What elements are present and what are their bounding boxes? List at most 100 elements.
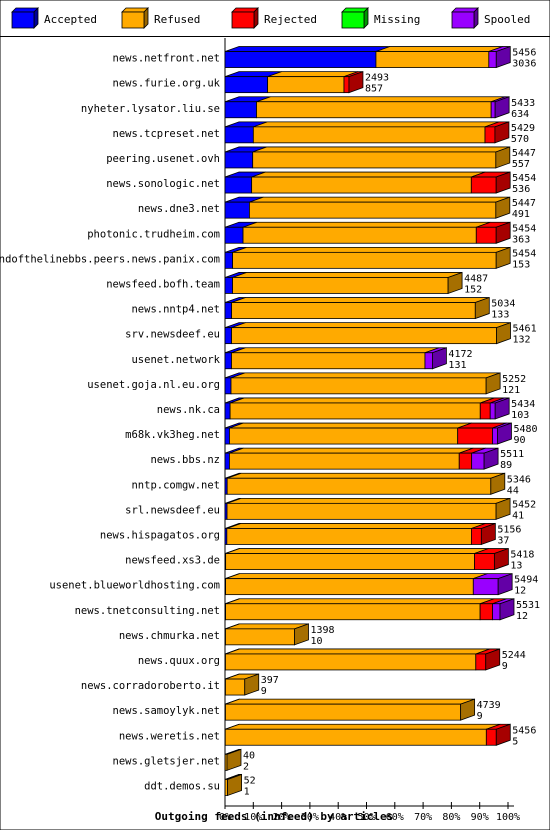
- bar-segment-accepted: [224, 277, 233, 294]
- row-name-label: news.gletsjer.net: [113, 755, 220, 767]
- bar-segment-rejected: [479, 402, 491, 420]
- row-name-label: news.tnetconsulting.net: [75, 605, 220, 617]
- row-name-label: srv.newsdeef.eu: [125, 329, 220, 341]
- row-accepted-label: 9: [477, 711, 483, 722]
- row-accepted-label: 90: [513, 435, 525, 446]
- bar-row: [224, 96, 510, 119]
- row-name-label: news.nk.ca: [157, 404, 220, 416]
- row-total-label: 5454: [512, 223, 536, 234]
- bar-row: [224, 673, 260, 696]
- row-total-label: 40: [243, 750, 255, 761]
- bar-end-face: [485, 372, 501, 395]
- bar-segment-spooled: [471, 452, 485, 470]
- bar-segment-top-refused: [249, 196, 510, 203]
- chart-title: Outgoing feeds (innfeed) by articles: [155, 810, 393, 823]
- bar-segment-refused: [229, 402, 481, 420]
- bar-segment-accepted: [224, 176, 253, 194]
- row-total-label: 5433: [511, 98, 535, 109]
- bar-segment-refused: [225, 603, 481, 621]
- row-name-label: news.weretis.net: [119, 730, 220, 742]
- bar-segment-refused: [375, 51, 490, 68]
- legend-label: Rejected: [264, 13, 317, 26]
- row-name-label: news.bbs.nz: [150, 454, 220, 466]
- bar-end-face: [496, 322, 511, 345]
- bar-segment-refused: [232, 277, 449, 294]
- row-accepted-label: 13: [510, 561, 522, 572]
- legend-swatch-refused: [121, 7, 149, 29]
- bar-segment-rejected: [475, 653, 487, 671]
- row-accepted-label: 3036: [512, 59, 536, 70]
- bar-row: [224, 547, 509, 571]
- bar-end-face: [227, 773, 242, 797]
- bar-row: [224, 522, 496, 546]
- bar-segment-top-refused: [253, 121, 500, 128]
- bar-segment-refused: [252, 126, 486, 144]
- bar-segment-top-refused: [256, 96, 506, 103]
- row-accepted-label: 152: [464, 284, 482, 295]
- bar-row: [224, 497, 511, 520]
- row-name-label: news.nntp4.net: [131, 304, 220, 316]
- legend-label: Spooled: [484, 13, 530, 26]
- x-tick-label: 60%: [386, 812, 404, 823]
- row-name-label: nntp.comgw.net: [131, 479, 220, 491]
- bar-end-face: [480, 522, 496, 546]
- bar-end-face: [474, 296, 490, 320]
- row-name-label: m68k.vk3heg.net: [125, 429, 220, 441]
- bar-segment-rejected: [475, 226, 497, 244]
- bar-row: [224, 246, 511, 269]
- row-total-label: 5511: [500, 449, 524, 460]
- bar-end-face: [495, 246, 511, 269]
- bar-segment-rejected: [470, 176, 497, 194]
- bar-row: [224, 372, 501, 395]
- row-accepted-label: 12: [514, 586, 526, 597]
- row-total-label: 5480: [513, 424, 537, 435]
- bar-end-face: [447, 271, 463, 295]
- legend-swatch-accepted: [11, 7, 39, 29]
- row-accepted-label: 536: [512, 184, 530, 195]
- bar-end-face: [495, 171, 511, 194]
- bar-end-face: [497, 422, 512, 445]
- bar-segment-refused: [226, 477, 492, 495]
- bar-segment-top-refused: [225, 723, 501, 730]
- bar-segment-refused: [225, 628, 295, 646]
- x-tick-label: 40%: [329, 812, 347, 823]
- row-total-label: 5434: [511, 399, 535, 410]
- bar-end-face: [226, 748, 242, 771]
- bar-segment-spooled: [490, 101, 496, 119]
- bar-segment-top-refused: [226, 497, 511, 504]
- bar-segment-top-refused: [229, 422, 472, 429]
- bar-segment-spooled: [488, 51, 497, 68]
- row-total-label: 5244: [502, 650, 526, 661]
- row-total-label: 5447: [512, 148, 536, 159]
- bar-row: [224, 347, 447, 370]
- row-name-label: news.dne3.net: [138, 203, 220, 215]
- bar-segment-accepted: [224, 151, 254, 169]
- row-accepted-label: 41: [512, 510, 524, 521]
- row-accepted-label: 9: [502, 661, 508, 672]
- bar-segment-accepted: [224, 251, 234, 269]
- bar-segment-accepted: [224, 377, 232, 395]
- bar-segment-rejected: [484, 126, 496, 144]
- bar-row: [224, 422, 512, 445]
- bar-segment-refused: [231, 302, 476, 319]
- bar-row: [224, 723, 511, 746]
- bar-segment-top-refused: [225, 548, 489, 554]
- bar-end-face: [495, 723, 511, 746]
- bar-segment-rejected: [474, 553, 495, 570]
- bar-end-face: [485, 648, 501, 671]
- x-tick-label: 70%: [414, 812, 432, 823]
- bar-row: [224, 296, 490, 320]
- row-name-label: newsfeed.xs3.de: [125, 555, 220, 567]
- row-total-label: 5454: [512, 248, 536, 259]
- bar-end-face: [348, 71, 364, 94]
- bar-segment-top-refused: [375, 46, 503, 52]
- bar-row: [224, 271, 463, 295]
- bar-segment-refused: [225, 678, 246, 696]
- bars: [224, 45, 515, 797]
- row-total-label: 4739: [477, 700, 501, 711]
- legend-swatch-spooled: [451, 7, 479, 29]
- bar-segment-top-refused: [229, 447, 474, 454]
- x-tick-label: 0%: [219, 812, 231, 823]
- bar-segment-top-refused: [226, 523, 486, 529]
- bar-segment-spooled: [472, 578, 499, 596]
